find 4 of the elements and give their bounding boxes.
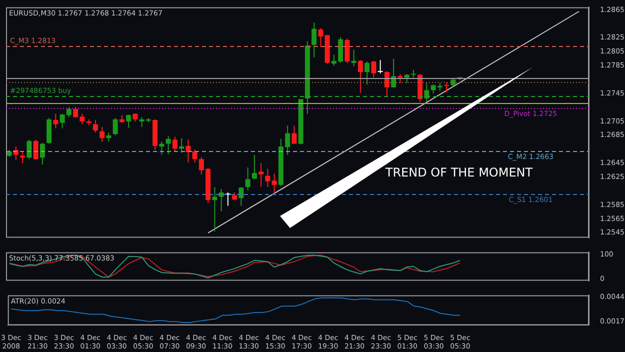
candlestick — [378, 60, 383, 74]
annotation: TREND OF THE MOMENT — [384, 165, 534, 180]
candlestick — [212, 186, 218, 232]
candlestick — [351, 50, 356, 66]
